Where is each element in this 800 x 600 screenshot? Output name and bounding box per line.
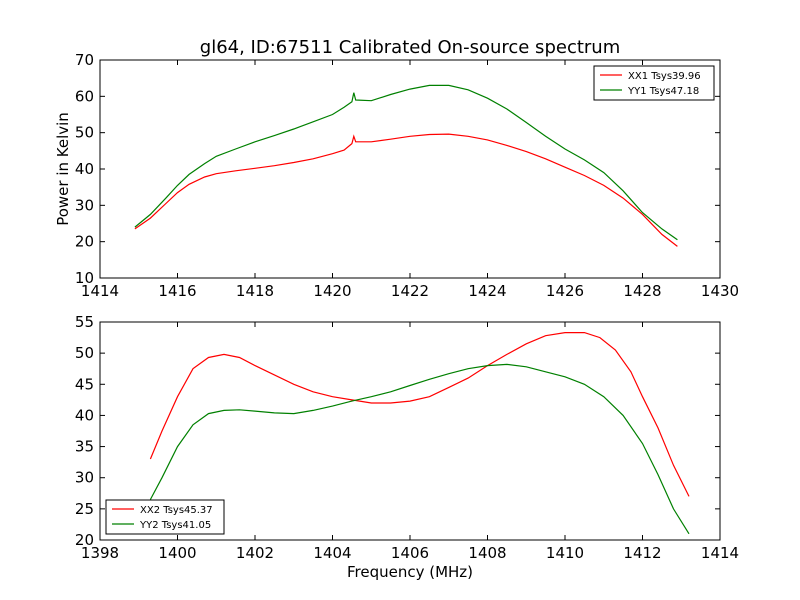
x-tick-label: 1430 [701, 282, 739, 300]
plot-lines [149, 332, 690, 535]
legend: XX2 Tsys45.37 YY2 Tsys41.05 [105, 499, 225, 535]
y-axis-label: Power in Kelvin [54, 112, 72, 226]
y-tick-label: 35 [75, 438, 94, 456]
x-tick-label: 1426 [546, 282, 584, 300]
y-tick-label: 60 [75, 87, 94, 105]
y-tick-label: 40 [75, 406, 94, 424]
x-tick-label: 1408 [468, 544, 506, 562]
chart-title: gl64, ID:67511 Calibrated On-source spec… [200, 37, 620, 58]
x-tick-label: 1422 [391, 282, 429, 300]
legend: XX1 Tsys39.96 YY1 Tsys47.18 [593, 65, 715, 101]
y-tick-label: 40 [75, 160, 94, 178]
x-tick-label: 1420 [313, 282, 351, 300]
y-tick-label: 50 [75, 344, 94, 362]
x-tick-label: 1418 [236, 282, 274, 300]
x-axis-label: Frequency (MHz) [347, 563, 473, 581]
top-spectrum-chart: gl64, ID:67511 Calibrated On-source spec… [54, 37, 739, 300]
series-line-yy [149, 363, 690, 535]
y-tick-label: 10 [75, 269, 94, 287]
x-tick-label: 1414 [81, 282, 119, 300]
x-tick-label: 1410 [546, 544, 584, 562]
y-tick-label: 55 [75, 313, 94, 331]
y-tick-label: 20 [75, 233, 94, 251]
legend-label: XX2 Tsys45.37 [140, 505, 213, 516]
x-tick-label: 1412 [623, 544, 661, 562]
axis-ticks: 1398 1400 1402 1404 1406 1408 1410 1412 1414 20 25… [75, 313, 739, 562]
series-line-yy [134, 84, 678, 241]
x-tick-label: 1402 [236, 544, 274, 562]
y-tick-label: 45 [75, 375, 94, 393]
x-tick-label: 1424 [468, 282, 506, 300]
legend-label: XX1 Tsys39.96 [628, 71, 701, 82]
legend-label: YY2 Tsys41.05 [139, 520, 211, 531]
y-tick-label: 50 [75, 124, 94, 142]
bottom-spectrum-chart: Frequency (MHz) 1398 1400 1402 1404 1406 1408… [75, 313, 739, 581]
x-tick-label: 1398 [81, 544, 119, 562]
y-tick-label: 30 [75, 196, 94, 214]
x-tick-label: 1416 [158, 282, 196, 300]
y-tick-label: 25 [75, 500, 94, 518]
y-tick-label: 70 [75, 51, 94, 69]
x-tick-label: 1406 [391, 544, 429, 562]
y-tick-label: 20 [75, 531, 94, 549]
axis-ticks: 1414 1416 1418 1420 1422 1424 1426 1428 1430 10 20… [75, 51, 739, 300]
series-line-xx [134, 133, 678, 247]
x-tick-label: 1404 [313, 544, 351, 562]
plot-lines [134, 84, 678, 247]
x-tick-label: 1400 [158, 544, 196, 562]
x-tick-label: 1414 [701, 544, 739, 562]
legend-label: YY1 Tsys47.18 [627, 86, 699, 97]
y-tick-label: 30 [75, 469, 94, 487]
x-tick-label: 1428 [623, 282, 661, 300]
legend-box [593, 65, 715, 101]
series-line-xx [149, 332, 690, 497]
legend-box [105, 499, 225, 535]
